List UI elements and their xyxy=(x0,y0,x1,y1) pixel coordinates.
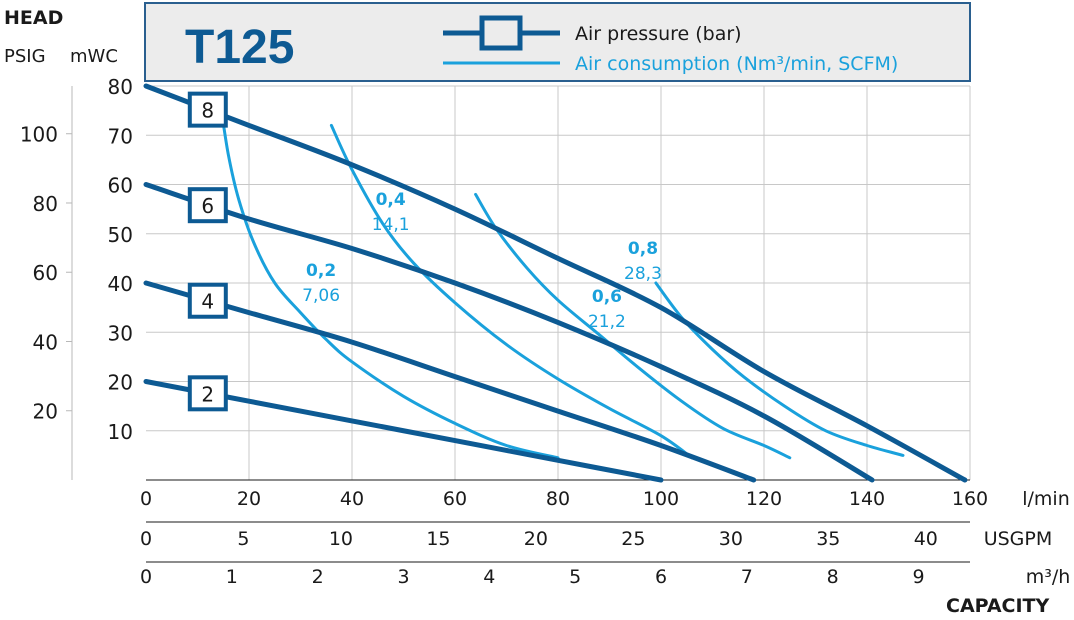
usgpm-tick-label: 40 xyxy=(914,528,938,550)
capacity-label: CAPACITY xyxy=(946,595,1050,617)
psig-tick-label: 60 xyxy=(33,261,58,285)
legend-consumption-label: Air consumption (Nm³/min, SCFM) xyxy=(575,53,898,75)
psig-tick-label: 80 xyxy=(33,192,58,216)
mwc-tick-label: 80 xyxy=(108,75,133,99)
pressure-box xyxy=(187,375,228,412)
curve-labels: 8 6 4 2 0,2 7,06 0,4 14,1 0,6 21,2 0,8 28,3 xyxy=(187,91,662,412)
legend-consumption-scfm: SCFM) xyxy=(838,53,898,75)
consumption-scfm-label: 14,1 xyxy=(372,215,410,235)
mwc-tick-label: 20 xyxy=(108,371,133,395)
mwc-tick-label: 50 xyxy=(108,223,133,247)
m3h-unit-label: m³/h xyxy=(1026,566,1071,588)
lmin-unit-label: l/min xyxy=(1022,488,1070,510)
lmin-tick-label: 120 xyxy=(746,488,782,510)
consumption-label: 0,6 xyxy=(592,287,622,307)
usgpm-tick-label: 10 xyxy=(329,528,353,550)
m3h-tick-label: 4 xyxy=(483,566,495,588)
head-title: HEAD xyxy=(4,7,63,29)
title-box xyxy=(144,2,971,82)
pressure-box xyxy=(187,282,228,319)
consumption-curve-0 xyxy=(219,104,560,460)
pressure-box-label: 2 xyxy=(201,382,214,406)
lmin-tick-label: 100 xyxy=(643,488,679,510)
m3h-tick-label: 3 xyxy=(397,566,409,588)
legend-pressure-marker xyxy=(479,15,523,51)
pressure-box xyxy=(187,91,228,128)
mwc-tick-label: 60 xyxy=(108,174,133,198)
legend-consumption-main: Air consumption (Nm³/min, xyxy=(575,53,838,75)
mwc-tick-label: 40 xyxy=(108,272,133,296)
consumption-label: 0,8 xyxy=(628,239,658,259)
consumption-label: 0,2 xyxy=(306,261,336,281)
lmin-tick-label: 160 xyxy=(952,488,988,510)
consumption-label: 0,4 xyxy=(376,190,406,210)
mwc-tick-label: 10 xyxy=(108,420,133,444)
m3h-tick-label: 0 xyxy=(140,566,152,588)
lmin-tick-label: 0 xyxy=(140,488,152,510)
legend-pressure-label: Air pressure (bar) xyxy=(575,23,742,45)
m3h-tick-label: 5 xyxy=(569,566,581,588)
pressure-curve-2 xyxy=(143,280,757,483)
chart-title: T125 xyxy=(185,21,294,74)
consumption-curve-2 xyxy=(474,192,792,460)
consumption-curve-1 xyxy=(329,123,694,460)
m3h-tick-label: 6 xyxy=(655,566,667,588)
usgpm-tick-label: 5 xyxy=(237,528,249,550)
pressure-box-label: 4 xyxy=(201,290,214,314)
usgpm-tick-label: 15 xyxy=(426,528,450,550)
consumption-curves xyxy=(219,104,905,460)
m3h-tick-label: 1 xyxy=(226,566,238,588)
lmin-tick-label: 40 xyxy=(340,488,364,510)
consumption-scfm-label: 7,06 xyxy=(302,286,340,306)
usgpm-tick-label: 20 xyxy=(524,528,548,550)
psig-tick-label: 100 xyxy=(20,123,58,147)
usgpm-tick-label: 0 xyxy=(140,528,152,550)
psig-label: PSIG xyxy=(4,46,46,67)
pressure-box xyxy=(187,187,228,224)
pressure-curve-0 xyxy=(143,83,968,483)
m3h-tick-label: 9 xyxy=(912,566,924,588)
consumption-scfm-label: 21,2 xyxy=(588,312,626,332)
pressure-box-label: 8 xyxy=(201,99,214,123)
lmin-tick-label: 140 xyxy=(849,488,885,510)
pressure-curves xyxy=(143,83,968,483)
m3h-tick-label: 7 xyxy=(741,566,753,588)
usgpm-unit-label: USGPM xyxy=(984,528,1053,550)
grid xyxy=(146,85,971,480)
pressure-box-label: 6 xyxy=(201,194,214,218)
usgpm-tick-label: 35 xyxy=(816,528,840,550)
consumption-scfm-label: 28,3 xyxy=(624,264,662,284)
lmin-tick-label: 20 xyxy=(237,488,261,510)
usgpm-tick-label: 25 xyxy=(621,528,645,550)
psig-tick-label: 20 xyxy=(33,400,58,424)
m3h-tick-label: 2 xyxy=(312,566,324,588)
lmin-tick-label: 60 xyxy=(443,488,467,510)
pressure-curve-1 xyxy=(143,182,875,483)
mwc-tick-label: 30 xyxy=(108,321,133,345)
lmin-tick-label: 80 xyxy=(546,488,570,510)
usgpm-tick-label: 30 xyxy=(719,528,743,550)
mwc-label: mWC xyxy=(70,46,118,67)
mwc-tick-label: 70 xyxy=(108,124,133,148)
consumption-curve-3 xyxy=(654,281,905,457)
psig-tick-label: 40 xyxy=(33,330,58,354)
m3h-tick-label: 8 xyxy=(827,566,839,588)
pressure-curve-3 xyxy=(143,379,664,483)
